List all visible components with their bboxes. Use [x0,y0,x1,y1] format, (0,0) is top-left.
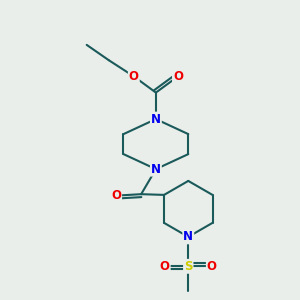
Text: O: O [173,70,183,83]
Text: N: N [151,163,161,176]
Text: O: O [207,260,217,273]
Text: N: N [151,112,161,126]
Text: O: O [160,260,170,273]
Text: O: O [129,70,139,83]
Text: S: S [184,260,193,273]
Text: N: N [183,230,193,243]
Text: O: O [111,189,121,202]
